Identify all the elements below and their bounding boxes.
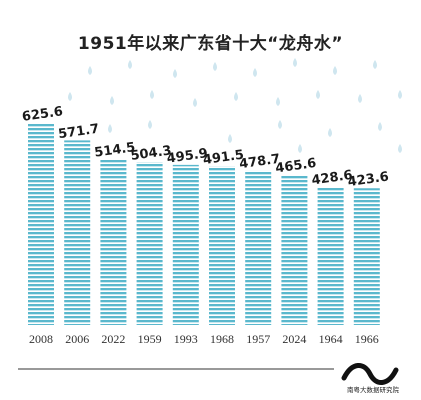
raindrop-icon (378, 122, 382, 131)
brand-logo-icon (341, 363, 399, 385)
raindrop-icon (398, 90, 402, 99)
x-tick-label: 1957 (246, 332, 270, 346)
x-tick-label: 2008 (29, 332, 53, 346)
raindrop-icon (110, 96, 114, 105)
value-label: 625.6 (21, 104, 64, 125)
value-label: 495.9 (166, 146, 209, 167)
x-tick-label: 2024 (282, 332, 306, 346)
bar-1993 (172, 164, 199, 325)
bar-2006 (64, 140, 91, 325)
raindrop-icon (278, 120, 282, 129)
x-tick-label: 1993 (174, 332, 198, 346)
raindrop-icon (398, 144, 402, 153)
raindrop-icon (148, 120, 152, 129)
bar-1968 (209, 166, 235, 325)
raindrop-icon (213, 62, 217, 71)
source-label: 南粤大数据研究院 (347, 386, 399, 394)
raindrop-decorations (68, 58, 402, 153)
bar-1957 (245, 170, 272, 325)
x-tick-label: 1968 (210, 332, 234, 346)
raindrop-icon (228, 134, 232, 143)
value-label: 514.5 (94, 140, 137, 161)
x-tick-label: 2006 (65, 332, 89, 346)
value-label: 478.7 (238, 152, 281, 173)
raindrop-icon (358, 94, 362, 103)
bar-series (28, 123, 380, 325)
raindrop-icon (108, 124, 112, 133)
raindrop-icon (68, 92, 72, 101)
value-labels: 625.6571.7514.5504.3495.9491.5478.7465.6… (21, 104, 390, 190)
x-tick-label: 2022 (101, 332, 125, 346)
bar-2024 (281, 174, 308, 325)
raindrop-icon (328, 128, 332, 137)
x-tick-label: 1966 (355, 332, 379, 346)
raindrop-icon (293, 58, 297, 67)
value-label: 571.7 (57, 122, 100, 143)
raindrop-icon (234, 92, 238, 101)
x-tick-label: 1964 (319, 332, 343, 346)
value-label: 491.5 (202, 148, 245, 169)
raindrop-icon (88, 66, 92, 75)
chart-title: 1951年以来广东省十大“龙舟水” (77, 34, 344, 54)
bar-1959 (136, 162, 163, 325)
raindrop-icon (333, 66, 337, 75)
raindrop-icon (253, 68, 257, 77)
bar-1966 (353, 188, 380, 325)
value-label: 504.3 (130, 143, 173, 164)
value-label: 465.6 (275, 156, 318, 177)
raindrop-icon (298, 144, 302, 153)
x-axis-tick-labels: 2008 2006 2022 1959 1993 1968 1957 2024 1964 1966 (29, 332, 379, 346)
raindrop-icon (173, 69, 177, 78)
value-label: 423.6 (347, 169, 390, 190)
bar-1964 (317, 186, 344, 325)
bar-2022 (100, 158, 127, 325)
raindrop-icon (373, 60, 377, 69)
raindrop-icon (193, 98, 197, 107)
bar-2008 (28, 123, 54, 325)
raindrop-icon (150, 90, 154, 99)
raindrop-icon (316, 90, 320, 99)
raindrop-icon (128, 60, 132, 69)
value-label: 428.6 (311, 168, 354, 189)
x-tick-label: 1959 (138, 332, 162, 346)
raindrop-icon (276, 97, 280, 106)
